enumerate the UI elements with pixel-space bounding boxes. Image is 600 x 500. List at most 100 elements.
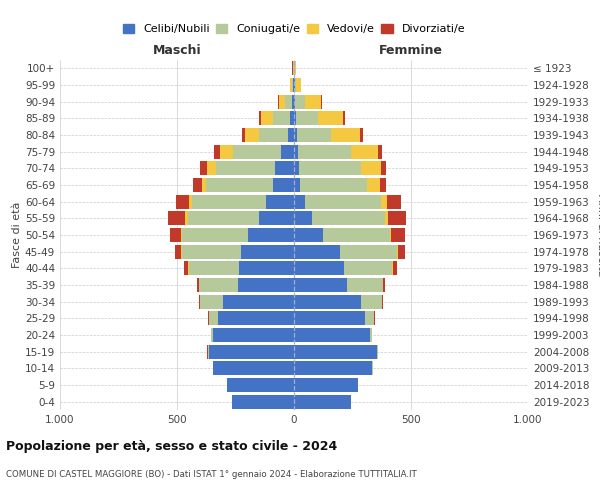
- Bar: [176, 194, 189, 209]
- Bar: [184, 261, 188, 276]
- Bar: [295, 78, 296, 92]
- Bar: [223, 294, 294, 308]
- Bar: [301, 178, 367, 192]
- Bar: [199, 294, 200, 308]
- Bar: [320, 94, 322, 109]
- Bar: [343, 112, 345, 126]
- Bar: [232, 394, 294, 408]
- Bar: [293, 78, 294, 92]
- Bar: [377, 344, 378, 358]
- Bar: [294, 361, 373, 376]
- Bar: [275, 161, 294, 176]
- Bar: [259, 112, 261, 126]
- Bar: [294, 378, 358, 392]
- Bar: [391, 228, 405, 242]
- Bar: [294, 161, 299, 176]
- Bar: [340, 244, 397, 259]
- Y-axis label: Anni di nascita: Anni di nascita: [596, 194, 600, 276]
- Bar: [199, 278, 238, 292]
- Bar: [294, 261, 344, 276]
- Bar: [393, 261, 397, 276]
- Bar: [213, 328, 294, 342]
- Bar: [360, 128, 363, 142]
- Bar: [215, 161, 275, 176]
- Text: Popolazione per età, sesso e stato civile - 2024: Popolazione per età, sesso e stato civil…: [6, 440, 337, 453]
- Bar: [207, 161, 215, 176]
- Bar: [202, 178, 206, 192]
- Bar: [323, 228, 390, 242]
- Bar: [285, 94, 292, 109]
- Bar: [367, 178, 380, 192]
- Bar: [188, 261, 239, 276]
- Bar: [318, 112, 343, 126]
- Bar: [294, 244, 340, 259]
- Bar: [365, 311, 374, 326]
- Bar: [361, 161, 381, 176]
- Bar: [296, 112, 318, 126]
- Bar: [261, 112, 273, 126]
- Bar: [239, 261, 294, 276]
- Bar: [294, 144, 298, 159]
- Y-axis label: Fasce di età: Fasce di età: [12, 202, 22, 268]
- Bar: [292, 78, 293, 92]
- Bar: [294, 94, 295, 109]
- Bar: [294, 278, 347, 292]
- Bar: [347, 278, 383, 292]
- Bar: [294, 112, 296, 126]
- Bar: [238, 278, 294, 292]
- Bar: [299, 161, 361, 176]
- Bar: [206, 178, 273, 192]
- Bar: [214, 144, 220, 159]
- Bar: [181, 228, 182, 242]
- Bar: [380, 178, 386, 192]
- Bar: [361, 294, 382, 308]
- Bar: [305, 194, 381, 209]
- Bar: [278, 94, 285, 109]
- Bar: [378, 144, 382, 159]
- Bar: [175, 244, 181, 259]
- Bar: [294, 178, 301, 192]
- Bar: [294, 328, 370, 342]
- Bar: [294, 228, 323, 242]
- Bar: [248, 228, 294, 242]
- Bar: [288, 128, 294, 142]
- Bar: [209, 311, 218, 326]
- Bar: [211, 328, 213, 342]
- Bar: [170, 228, 181, 242]
- Bar: [294, 294, 361, 308]
- Bar: [297, 128, 331, 142]
- Bar: [168, 211, 185, 226]
- Bar: [294, 194, 305, 209]
- Bar: [200, 294, 223, 308]
- Bar: [294, 311, 365, 326]
- Bar: [213, 361, 294, 376]
- Bar: [290, 112, 294, 126]
- Bar: [292, 94, 294, 109]
- Bar: [241, 244, 294, 259]
- Bar: [192, 194, 266, 209]
- Bar: [398, 244, 406, 259]
- Bar: [185, 211, 188, 226]
- Bar: [344, 261, 392, 276]
- Bar: [331, 128, 360, 142]
- Bar: [182, 244, 241, 259]
- Bar: [266, 194, 294, 209]
- Bar: [290, 78, 292, 92]
- Bar: [182, 228, 248, 242]
- Bar: [390, 228, 391, 242]
- Text: Femmine: Femmine: [379, 44, 443, 57]
- Bar: [281, 144, 294, 159]
- Bar: [200, 161, 207, 176]
- Bar: [259, 211, 294, 226]
- Bar: [193, 178, 202, 192]
- Bar: [227, 378, 294, 392]
- Bar: [294, 344, 377, 358]
- Bar: [295, 94, 305, 109]
- Bar: [296, 78, 301, 92]
- Bar: [298, 144, 350, 159]
- Bar: [197, 278, 199, 292]
- Bar: [383, 278, 385, 292]
- Bar: [311, 211, 385, 226]
- Bar: [189, 194, 192, 209]
- Bar: [208, 344, 209, 358]
